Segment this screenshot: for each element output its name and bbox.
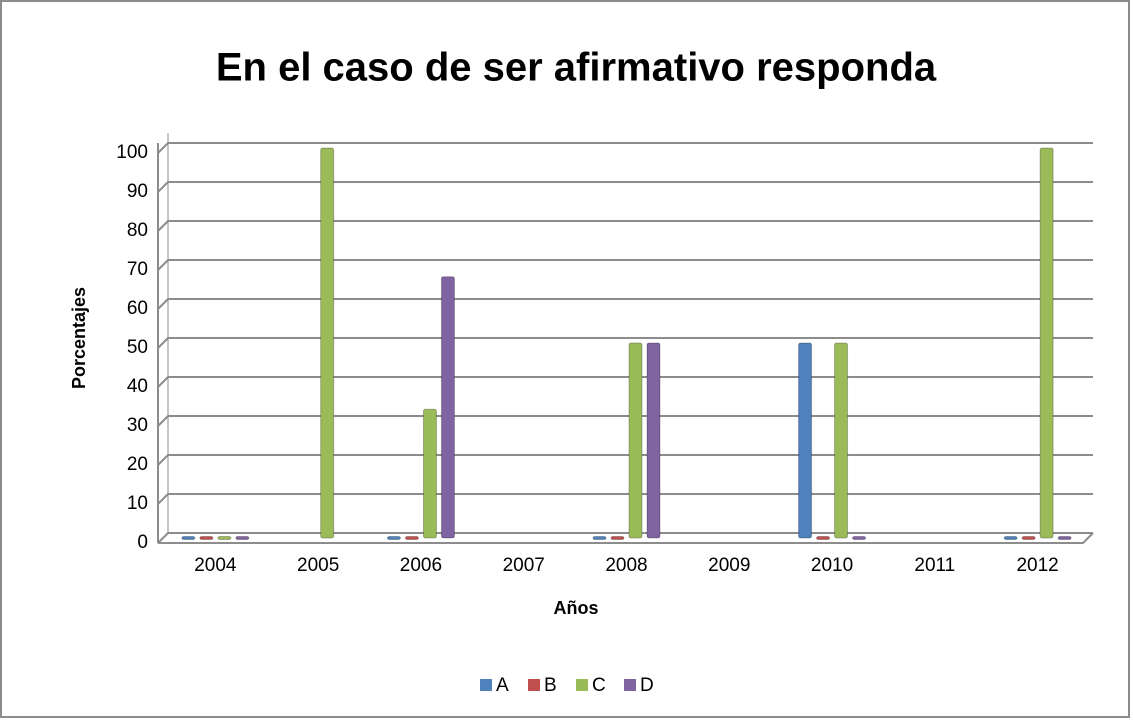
- x-tick-label: 2008: [605, 555, 647, 576]
- bar: [646, 342, 661, 539]
- y-tick-label: 90: [127, 181, 148, 202]
- bar: [320, 147, 335, 539]
- legend-label: D: [640, 675, 654, 696]
- bar: [1039, 147, 1054, 539]
- y-tick-label: 50: [127, 337, 148, 358]
- grid-line: [157, 493, 1093, 505]
- bar: [610, 536, 625, 540]
- grid-line: [157, 376, 1093, 388]
- x-axis-title: Años: [554, 598, 599, 618]
- y-tick-label: 0: [137, 532, 148, 553]
- y-tick-label: 20: [127, 454, 148, 475]
- y-tick-label: 10: [127, 493, 148, 514]
- y-tick-label: 100: [116, 142, 148, 163]
- y-tick-label: 60: [127, 298, 148, 319]
- bar: [1021, 536, 1036, 540]
- grid-line: [157, 181, 1093, 193]
- x-tick-label: 2007: [503, 555, 545, 576]
- grid-line: [157, 298, 1093, 310]
- grid-line: [157, 259, 1093, 271]
- legend-label: C: [592, 675, 606, 696]
- grid-line: [157, 532, 1093, 544]
- legend-swatch: [576, 679, 588, 691]
- legend-label: B: [544, 675, 557, 696]
- y-tick-label: 40: [127, 376, 148, 397]
- bar: [440, 276, 455, 539]
- bar: [404, 536, 419, 540]
- grid-line: [157, 454, 1093, 466]
- chart-title: En el caso de ser afirmativo responda: [216, 46, 937, 90]
- legend-swatch: [528, 679, 540, 691]
- x-tick-label: 2010: [811, 555, 853, 576]
- y-tick-label: 30: [127, 415, 148, 436]
- grid-line: [157, 337, 1093, 349]
- bar: [798, 342, 813, 539]
- x-tick-label: 2005: [297, 555, 339, 576]
- bar: [1057, 536, 1072, 540]
- x-tick-label: 2009: [708, 555, 750, 576]
- bar: [386, 536, 401, 540]
- bar: [217, 536, 232, 540]
- bar: [834, 342, 849, 539]
- x-tick-label: 2006: [400, 555, 442, 576]
- floor-line: [158, 532, 1094, 544]
- bar: [628, 342, 643, 539]
- bar: [852, 536, 867, 540]
- x-tick-label: 2011: [914, 555, 955, 576]
- grid-line: [157, 142, 1093, 154]
- legend-swatch: [624, 679, 636, 691]
- x-tick-label: 2012: [1016, 555, 1058, 576]
- grid-line: [157, 220, 1093, 232]
- grid-line: [157, 415, 1093, 427]
- bar: [181, 536, 196, 540]
- legend-label: A: [496, 675, 509, 696]
- bar: [235, 536, 250, 540]
- bar: [422, 408, 437, 539]
- bar: [592, 536, 607, 540]
- x-tick-label: 2004: [194, 555, 237, 576]
- bar: [816, 536, 831, 540]
- y-axis-title: Porcentajes: [69, 287, 89, 389]
- y-tick-label: 80: [127, 220, 148, 241]
- legend-swatch: [480, 679, 492, 691]
- y-tick-label: 70: [127, 259, 148, 280]
- bar: [1003, 536, 1018, 540]
- bar: [199, 536, 214, 540]
